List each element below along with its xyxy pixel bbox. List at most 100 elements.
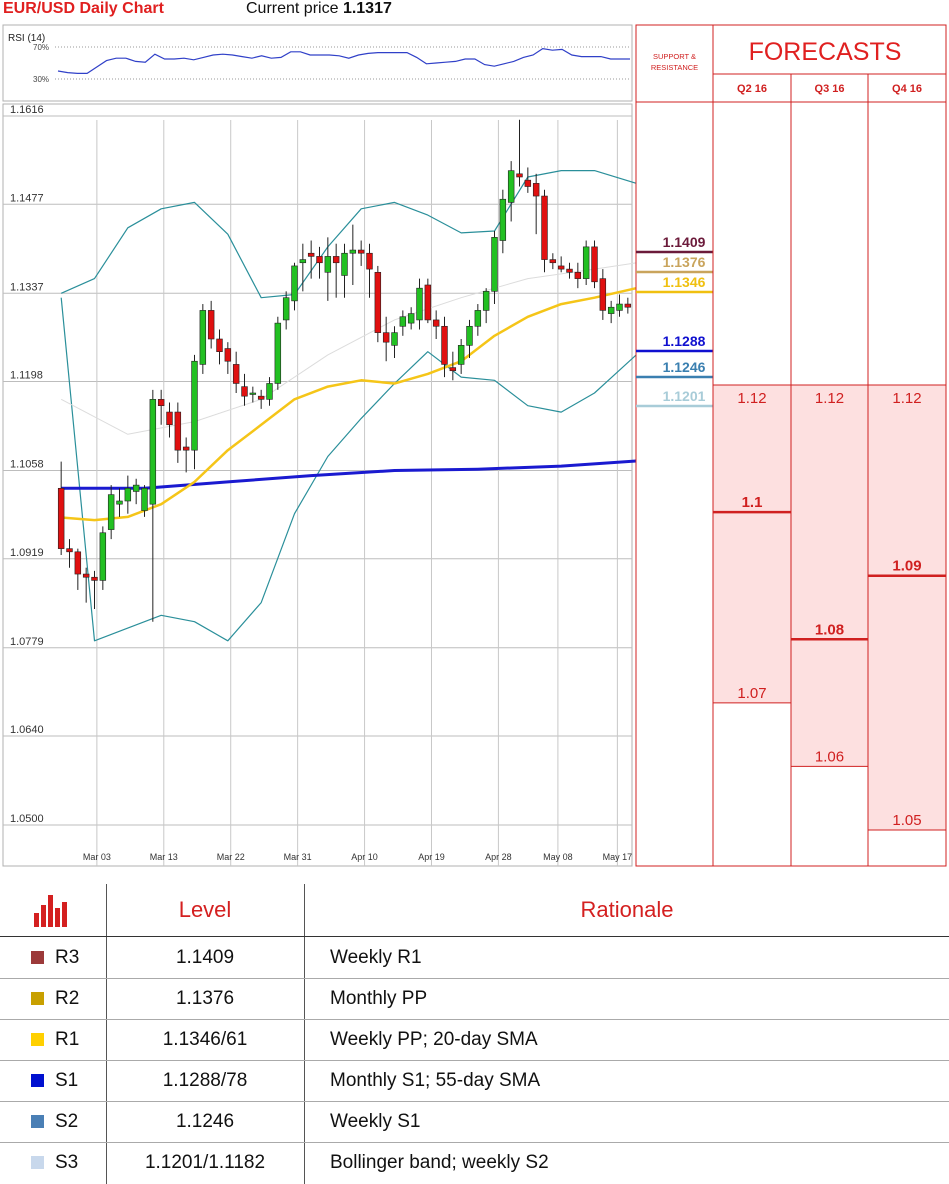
candle-down <box>449 367 457 372</box>
row-divider <box>0 1101 949 1102</box>
candle-up <box>274 322 282 384</box>
candle-down <box>332 256 340 264</box>
row-divider <box>0 1019 949 1020</box>
sma-55 <box>61 459 637 490</box>
candle-down <box>532 183 540 197</box>
table-divider-1 <box>106 884 107 1184</box>
candle-down <box>166 411 173 426</box>
candle-down <box>574 271 582 279</box>
candle-up <box>349 249 357 254</box>
candle-down <box>366 252 373 270</box>
table-row: R3 1.1409 Weekly R1 <box>0 937 949 978</box>
candle-up <box>607 306 615 314</box>
row-name: R2 <box>55 987 80 1009</box>
chart-title: EUR/USD Daily Chart <box>3 0 164 17</box>
row-rationale: Weekly PP; 20-day SMA <box>330 1028 538 1050</box>
row-level: 1.1346/61 <box>162 1028 248 1050</box>
table-icon <box>32 893 72 929</box>
y-tick-label: 1.1337 <box>10 281 44 293</box>
candle-up <box>416 287 423 321</box>
candle-down <box>257 395 265 400</box>
y-tick-label: 1.1198 <box>10 370 43 382</box>
candle-down <box>549 259 557 264</box>
x-tick-label: May 17 <box>603 852 633 862</box>
candle-down <box>557 265 565 270</box>
row-divider <box>0 1142 949 1143</box>
sr-level-label: 1.1201 <box>663 388 706 404</box>
rsi-panel: RSI (14) 70% 30% <box>2 24 633 102</box>
table-header-rule <box>0 936 949 937</box>
forecast-mid-label: 1.1 <box>742 494 763 511</box>
sr-column: SUPPORT & RESISTANCE 1.14091.13761.13461… <box>635 24 714 867</box>
row-swatch <box>31 1115 44 1128</box>
y-tick-label: 1.0500 <box>10 813 44 825</box>
candle-up <box>507 170 515 203</box>
forecast-mid-label: 1.08 <box>815 621 844 638</box>
candle-up <box>324 256 332 273</box>
row-divider <box>0 1060 949 1061</box>
sr-levels: 1.1409 1.1376 1.1346 1.1288 1.1246 1.1201 <box>636 234 713 408</box>
chart-area: RSI (14) 70% 30% 1.1616 1.1477 1.1337 1.119… <box>2 24 947 867</box>
row-name: R3 <box>55 946 80 968</box>
candle-down <box>524 179 532 187</box>
rsi-line <box>57 47 630 75</box>
row-level: 1.1376 <box>175 987 235 1009</box>
rsi-label: RSI (14) <box>8 33 45 44</box>
x-tick-label: Mar 13 <box>150 852 178 862</box>
candle-down <box>357 249 365 254</box>
sr-frame <box>635 24 714 867</box>
candle-up <box>191 360 198 451</box>
forecast-high-label: 1.12 <box>815 390 844 407</box>
col-header-level: Level <box>178 897 232 922</box>
candle-down <box>624 303 632 308</box>
table-row: R2 1.1376 Monthly PP <box>0 978 949 1019</box>
candle-up <box>124 487 132 502</box>
row-rationale: Monthly PP <box>330 987 428 1009</box>
forecasts-title: FORECASTS <box>749 38 902 66</box>
rsi-frame <box>2 24 633 102</box>
candle-up <box>499 198 507 241</box>
forecasts-block: FORECASTS Q2 16 1.12 1.1 1.07 Q3 16 1.12 1.08 1… <box>712 24 947 867</box>
candles <box>57 119 632 622</box>
forecast-low-label: 1.06 <box>815 748 844 765</box>
sma-faint <box>60 262 637 435</box>
grid-horizontal <box>3 115 632 826</box>
row-swatch <box>31 1074 44 1087</box>
candle-down <box>516 173 523 178</box>
candle-down <box>174 411 182 451</box>
forecast-low-label: 1.07 <box>737 685 766 702</box>
y-tick-label: 1.0779 <box>10 636 44 648</box>
candle-up <box>282 297 290 321</box>
row-level: 1.1288/78 <box>162 1069 248 1091</box>
rsi-lower-label: 30% <box>33 75 49 84</box>
candle-down <box>157 399 165 406</box>
candle-up <box>391 332 398 346</box>
forecast-high-label: 1.12 <box>892 390 921 407</box>
row-divider <box>0 978 949 979</box>
candle-down <box>66 548 73 553</box>
x-tick-label: Mar 03 <box>83 852 111 862</box>
candle-up <box>399 316 407 327</box>
candle-up <box>299 259 307 264</box>
row-swatch <box>31 1156 44 1169</box>
forecast-low-label: 1.05 <box>892 812 921 829</box>
candle-down <box>432 319 440 327</box>
row-name: S3 <box>55 1151 79 1173</box>
candle-up <box>99 532 107 581</box>
candle-up <box>407 313 415 324</box>
candle-down <box>316 256 323 264</box>
x-tick-label: May 08 <box>543 852 573 862</box>
candle-down <box>441 325 448 365</box>
candle-down <box>307 252 315 257</box>
row-level: 1.1246 <box>175 1110 235 1132</box>
x-tick-label: Mar 31 <box>284 852 312 862</box>
candle-up <box>491 237 498 292</box>
forecasts-frame <box>712 24 947 867</box>
row-rationale: Monthly S1; 55-day SMA <box>330 1069 541 1091</box>
forecast-range <box>713 385 791 703</box>
x-tick-label: Apr 10 <box>351 852 378 862</box>
candle-down <box>424 284 432 321</box>
row-level: 1.1409 <box>175 946 235 968</box>
candle-up <box>249 392 257 395</box>
candle-down <box>57 487 65 549</box>
